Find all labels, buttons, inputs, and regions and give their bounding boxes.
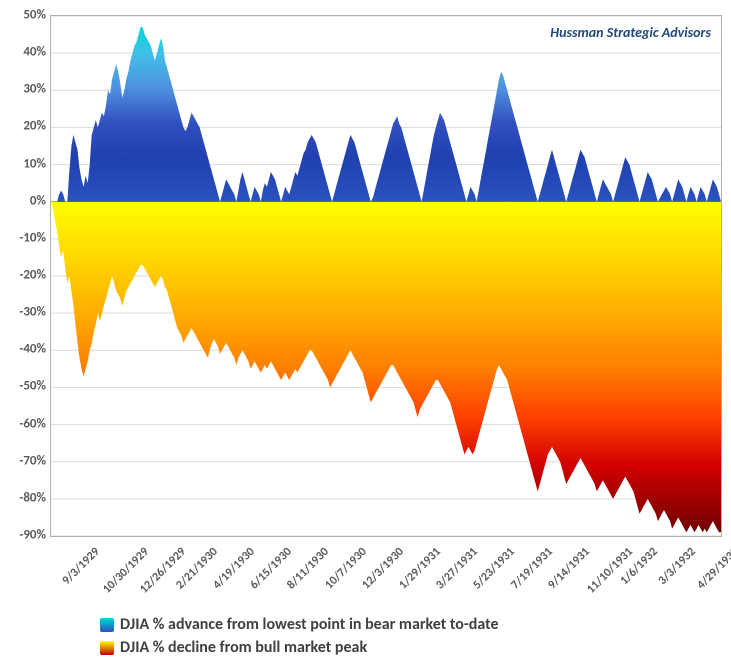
x-tick-label: 4/29/1932 — [694, 545, 731, 592]
y-tick-label: 10% — [6, 156, 46, 171]
y-tick-label: 20% — [6, 119, 46, 134]
y-tick-label: -90% — [6, 528, 46, 543]
y-tick-label: -10% — [6, 230, 46, 245]
y-tick-label: 50% — [6, 8, 46, 23]
x-tick-label: 3/3/1932 — [655, 545, 698, 588]
y-tick-label: -70% — [6, 453, 46, 468]
chart-svg — [51, 16, 721, 536]
x-tick-label: 9/3/1929 — [60, 545, 103, 588]
y-tick-label: -30% — [6, 305, 46, 320]
y-tick-label: -60% — [6, 416, 46, 431]
y-tick-label: 40% — [6, 45, 46, 60]
y-tick-label: 0% — [6, 193, 46, 208]
legend-label-upper: DJIA % advance from lowest point in bear… — [120, 615, 499, 634]
y-tick-label: -20% — [6, 268, 46, 283]
y-tick-label: -80% — [6, 490, 46, 505]
y-tick-label: -50% — [6, 379, 46, 394]
y-tick-label: -40% — [6, 342, 46, 357]
chart-plot-area: Hussman Strategic Advisors — [50, 15, 722, 537]
y-tick-label: 30% — [6, 82, 46, 97]
legend-label-lower: DJIA % decline from bull market peak — [120, 638, 367, 657]
attribution-text: Hussman Strategic Advisors — [550, 24, 711, 41]
legend-item-upper: DJIA % advance from lowest point in bear… — [100, 615, 499, 634]
series-lower-area — [51, 202, 721, 533]
legend: DJIA % advance from lowest point in bear… — [100, 615, 499, 661]
legend-item-lower: DJIA % decline from bull market peak — [100, 638, 499, 657]
